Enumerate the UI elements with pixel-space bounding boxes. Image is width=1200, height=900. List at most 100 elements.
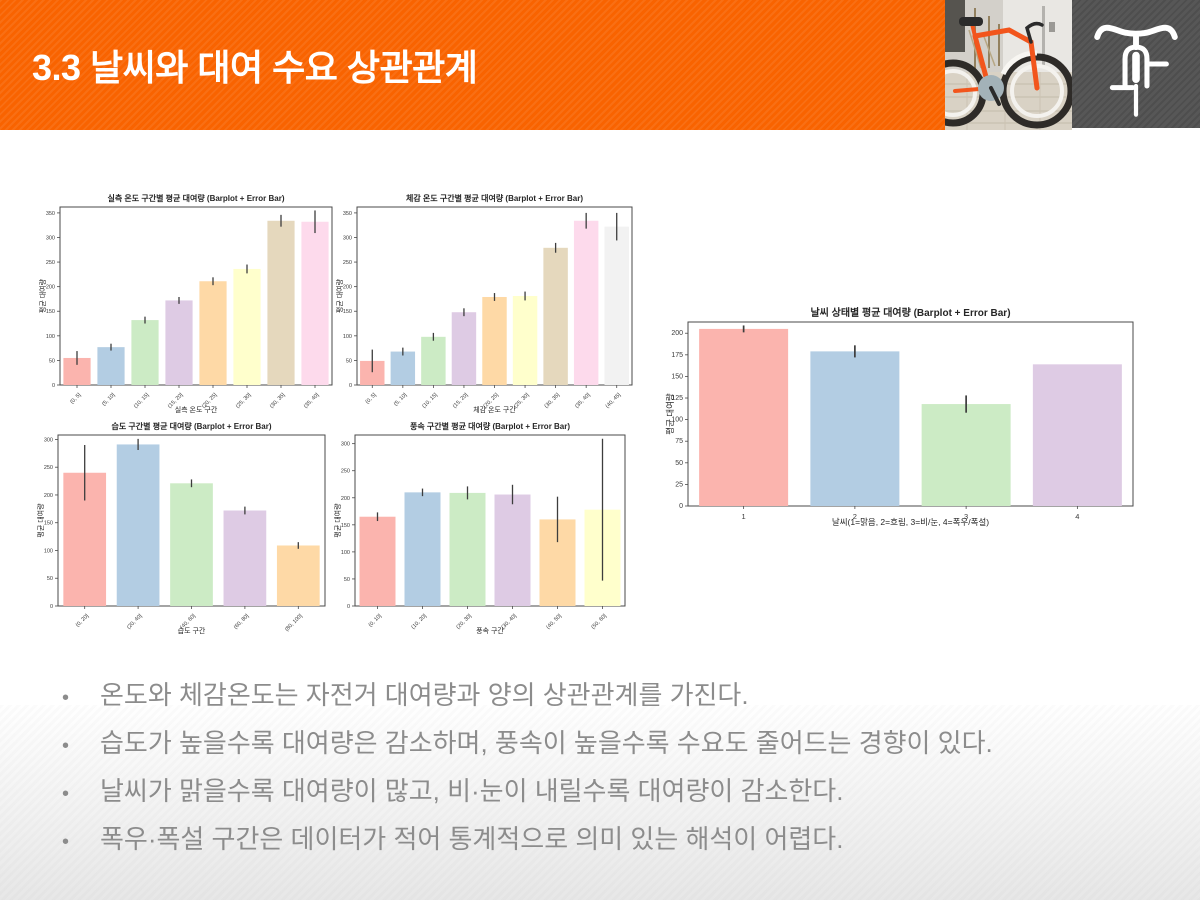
svg-text:(35, 40]: (35, 40] — [303, 392, 321, 410]
svg-text:175: 175 — [671, 352, 683, 359]
chart-feels-like-temp: 체감 온도 구간별 평균 대여량 (Barplot + Error Bar) 0 5… — [335, 189, 640, 418]
bullet-text: 날씨가 맑을수록 대여량이 많고, 비·눈이 내릴수록 대여량이 감소한다. — [100, 776, 844, 806]
svg-text:200: 200 — [341, 496, 350, 502]
bullet-dot-icon: • — [62, 735, 70, 757]
svg-text:(40, 45]: (40, 45] — [605, 392, 623, 410]
header-orange-band: 3.3 날씨와 대여 수요 상관관계 — [0, 0, 945, 130]
bullet-item: • 습도가 높을수록 대여량은 감소하며, 풍속이 높을수록 수요도 줄어드는 … — [62, 730, 1170, 759]
svg-text:300: 300 — [341, 442, 350, 448]
svg-text:100: 100 — [341, 550, 350, 556]
footer-gradient — [0, 705, 1200, 900]
svg-text:(0, 10]: (0, 10] — [368, 613, 384, 629]
bicycle-front-icon — [1094, 24, 1178, 117]
bicycle-photo-illustration — [945, 0, 1072, 130]
svg-text:날씨 상태별 평균 대여량 (Barplot + Error: 날씨 상태별 평균 대여량 (Barplot + Error Bar) — [810, 306, 1010, 319]
svg-text:(10, 15]: (10, 15] — [421, 392, 439, 410]
svg-text:습도 구간별 평균 대여량 (Barplot + Error: 습도 구간별 평균 대여량 (Barplot + Error Bar) — [111, 421, 271, 431]
svg-text:3: 3 — [964, 512, 968, 521]
svg-text:0: 0 — [349, 383, 352, 389]
svg-text:50: 50 — [344, 577, 350, 583]
svg-text:0: 0 — [50, 604, 53, 610]
svg-text:150: 150 — [671, 373, 683, 380]
svg-text:(20, 40]: (20, 40] — [126, 613, 144, 631]
svg-text:(80, 100]: (80, 100] — [284, 613, 304, 633]
bullet-dot-icon: • — [62, 783, 70, 805]
svg-text:50: 50 — [49, 358, 55, 364]
svg-text:125: 125 — [671, 395, 683, 402]
svg-text:(40, 50]: (40, 50] — [545, 613, 563, 631]
svg-text:300: 300 — [343, 235, 352, 241]
svg-text:(50, 60]: (50, 60] — [590, 613, 608, 631]
svg-text:4: 4 — [1075, 512, 1079, 521]
svg-text:습도 구간: 습도 구간 — [178, 626, 206, 635]
svg-text:평균 대여량: 평균 대여량 — [36, 503, 45, 538]
svg-text:150: 150 — [46, 309, 55, 315]
slide-title: 3.3 날씨와 대여 수요 상관관계 — [32, 47, 478, 88]
bullet-text: 온도와 체감온도는 자전거 대여량과 양의 상관관계를 가진다. — [100, 680, 749, 710]
svg-text:200: 200 — [671, 330, 683, 337]
svg-text:0: 0 — [347, 604, 350, 610]
svg-text:50: 50 — [47, 576, 53, 582]
svg-text:200: 200 — [46, 285, 55, 291]
bullet-item: • 폭우·폭설 구간은 데이터가 적어 통계적으로 의미 있는 해석이 어렵다. — [62, 826, 1170, 855]
svg-text:실측 온도 구간별 평균 대여량 (Barplot + Er: 실측 온도 구간별 평균 대여량 (Barplot + Error Bar) — [107, 193, 284, 203]
svg-text:250: 250 — [46, 260, 55, 266]
orange-bicycle-photo — [945, 0, 1072, 130]
svg-text:(25, 30]: (25, 30] — [235, 392, 253, 410]
bullet-dot-icon: • — [62, 687, 70, 709]
bullet-text: 폭우·폭설 구간은 데이터가 적어 통계적으로 의미 있는 해석이 어렵다. — [100, 824, 844, 854]
svg-text:체감 온도 구간: 체감 온도 구간 — [473, 405, 516, 414]
svg-text:200: 200 — [343, 285, 352, 291]
chart-measured-temp: 실측 온도 구간별 평균 대여량 (Barplot + Error Bar) 0 5… — [38, 189, 340, 418]
header-bar: 3.3 날씨와 대여 수요 상관관계 — [0, 0, 1200, 130]
svg-text:(30, 35]: (30, 35] — [269, 392, 287, 410]
svg-text:150: 150 — [343, 309, 352, 315]
bike-icon-box — [1072, 0, 1200, 128]
svg-text:평균 대여량: 평균 대여량 — [38, 278, 47, 313]
svg-text:350: 350 — [343, 211, 352, 217]
bullet-item: • 날씨가 맑을수록 대여량이 많고, 비·눈이 내릴수록 대여량이 감소한다. — [62, 778, 1170, 807]
svg-text:(60, 80]: (60, 80] — [233, 613, 251, 631]
svg-text:250: 250 — [343, 260, 352, 266]
svg-text:풍속 구간: 풍속 구간 — [476, 626, 504, 635]
svg-text:150: 150 — [341, 523, 350, 529]
svg-text:200: 200 — [44, 493, 53, 499]
svg-text:체감 온도 구간별 평균 대여량 (Barplot + Er: 체감 온도 구간별 평균 대여량 (Barplot + Error Bar) — [406, 193, 583, 203]
svg-text:300: 300 — [44, 437, 53, 443]
svg-text:평균 대여량: 평균 대여량 — [333, 503, 342, 538]
svg-text:300: 300 — [46, 235, 55, 241]
svg-text:50: 50 — [675, 460, 683, 467]
bullet-text: 습도가 높을수록 대여량은 감소하며, 풍속이 높을수록 수요도 줄어드는 경향… — [100, 728, 993, 758]
svg-text:평균 대여량: 평균 대여량 — [335, 278, 344, 313]
svg-text:250: 250 — [44, 465, 53, 471]
svg-text:(10, 15]: (10, 15] — [133, 392, 151, 410]
svg-text:0: 0 — [679, 503, 683, 510]
svg-text:평균 대여량: 평균 대여량 — [665, 393, 675, 435]
svg-text:50: 50 — [346, 358, 352, 364]
svg-text:날씨(1=맑음, 2=흐림, 3=비/눈, 4=폭우/폭설): 날씨(1=맑음, 2=흐림, 3=비/눈, 4=폭우/폭설) — [832, 517, 989, 527]
svg-text:(0, 20]: (0, 20] — [75, 613, 91, 629]
bullet-dot-icon: • — [62, 831, 70, 853]
svg-text:75: 75 — [675, 438, 683, 445]
bullet-list: • 온도와 체감온도는 자전거 대여량과 양의 상관관계를 가진다. • 습도가… — [62, 682, 1170, 874]
svg-text:(35, 40]: (35, 40] — [574, 392, 592, 410]
chart-humidity: 습도 구간별 평균 대여량 (Barplot + Error Bar) 0 50 10… — [36, 419, 333, 640]
svg-text:(5, 10]: (5, 10] — [101, 392, 117, 408]
svg-text:(15, 20]: (15, 20] — [452, 392, 470, 410]
svg-text:0: 0 — [52, 383, 55, 389]
svg-text:100: 100 — [343, 334, 352, 340]
svg-text:1: 1 — [742, 512, 746, 521]
svg-text:(20, 30]: (20, 30] — [455, 613, 473, 631]
svg-text:(0, 5]: (0, 5] — [69, 392, 82, 405]
svg-text:풍속 구간별 평균 대여량 (Barplot + Error: 풍속 구간별 평균 대여량 (Barplot + Error Bar) — [410, 421, 570, 431]
svg-text:(10, 20]: (10, 20] — [410, 613, 428, 631]
svg-text:100: 100 — [44, 548, 53, 554]
svg-text:2: 2 — [853, 512, 857, 521]
svg-text:150: 150 — [44, 521, 53, 527]
bullet-item: • 온도와 체감온도는 자전거 대여량과 양의 상관관계를 가진다. — [62, 682, 1170, 711]
svg-text:(5, 10]: (5, 10] — [393, 392, 409, 408]
svg-text:(30, 35]: (30, 35] — [544, 392, 562, 410]
svg-text:25: 25 — [675, 481, 683, 488]
svg-text:(0, 5]: (0, 5] — [365, 392, 378, 405]
